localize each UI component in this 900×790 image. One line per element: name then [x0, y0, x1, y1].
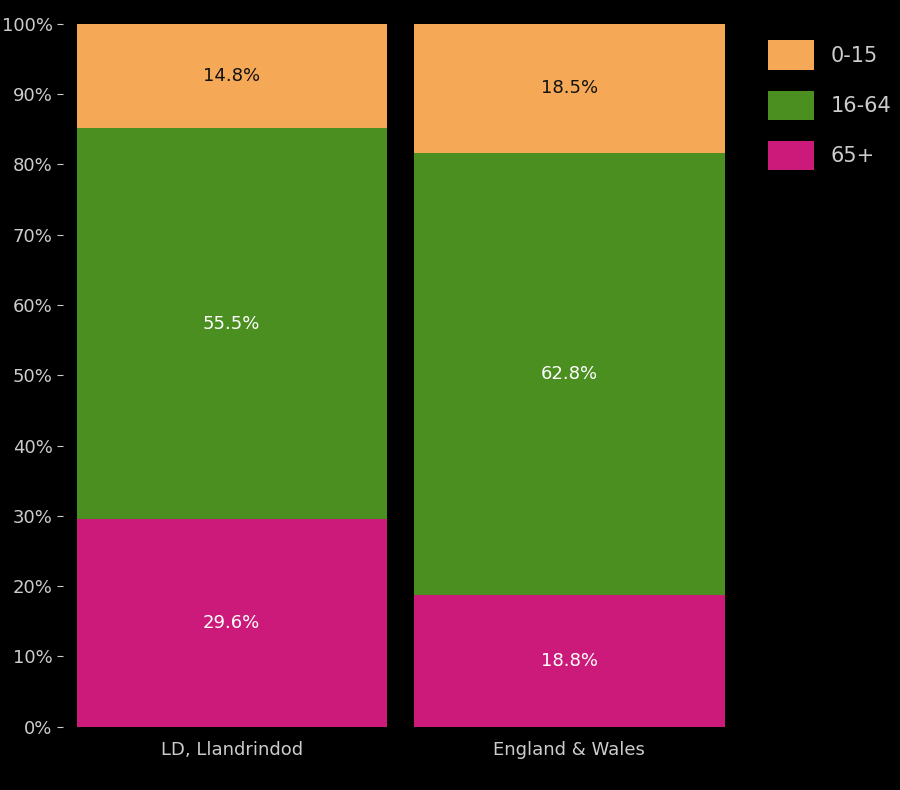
- Text: 18.5%: 18.5%: [541, 79, 598, 97]
- Bar: [414, 153, 724, 595]
- Legend: 0-15, 16-64, 65+: 0-15, 16-64, 65+: [762, 34, 897, 177]
- Bar: [414, 595, 724, 727]
- Bar: [76, 129, 387, 519]
- Text: 62.8%: 62.8%: [541, 365, 598, 383]
- Text: 55.5%: 55.5%: [203, 314, 260, 333]
- Bar: [76, 24, 387, 129]
- Text: 14.8%: 14.8%: [203, 67, 260, 85]
- Bar: [76, 519, 387, 727]
- Text: 18.8%: 18.8%: [541, 652, 598, 670]
- Bar: [414, 23, 724, 153]
- Text: 29.6%: 29.6%: [203, 614, 260, 632]
